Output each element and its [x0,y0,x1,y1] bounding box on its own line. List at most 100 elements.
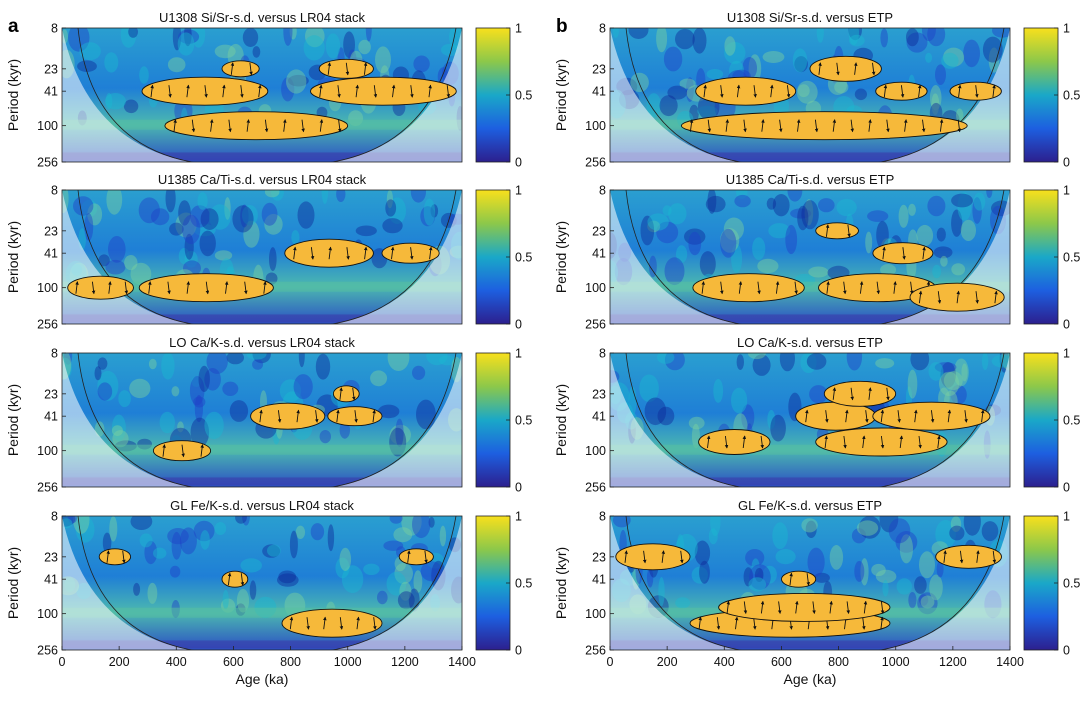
texture-blob [204,368,221,391]
phase-arrow [980,409,985,423]
texture-blob [289,28,297,40]
phase-arrow [724,435,729,449]
texture-blob [79,42,101,61]
texture-blob [875,358,895,369]
colorbar-tick-label: 0 [1063,644,1070,658]
texture-blob [293,374,313,400]
significance-island [381,242,440,264]
texture-blob [339,547,352,572]
texture-blob [972,197,982,224]
texture-blob [130,516,153,530]
texture-blob [865,231,873,254]
texture-blob [999,353,1009,373]
texture-blob [388,197,407,224]
texture-blob [936,227,946,242]
texture-blob [927,195,946,217]
phase-arrow [850,387,855,401]
significance-island [875,81,928,101]
texture-blob [640,215,655,246]
texture-blob [860,558,869,586]
texture-blob [81,199,98,217]
texture-blob [104,52,119,73]
phase-arrow [263,281,267,294]
texture-blob [355,225,377,237]
texture-blob [950,384,967,405]
colorbar-tick-label: 0.5 [515,251,532,265]
texture-blob [813,572,830,583]
phase-arrow [354,410,358,423]
texture-blob [214,522,227,535]
texture-blob [691,566,708,584]
panel-title: U1308 Si/Sr-s.d. versus ETP [727,10,893,25]
phase-arrow [124,281,129,295]
phase-arrow [902,247,906,260]
phase-arrow [845,409,849,423]
colorbar [475,189,511,325]
y-tick-label: 23 [592,387,606,401]
y-tick-label: 100 [585,444,606,458]
texture-blob [97,382,113,401]
texture-blob [688,231,702,256]
texture-blob [628,28,649,39]
texture-blob [68,28,90,52]
y-tick-label: 256 [37,644,58,658]
cone-of-influence [610,353,1010,487]
texture-blob [281,77,295,102]
y-tick-label: 8 [51,510,58,524]
texture-blob [940,362,956,388]
texture-blob [420,206,436,227]
texture-blob [232,205,254,233]
texture-blob [749,564,771,590]
texture-blob [988,47,1000,73]
texture-blob [846,353,863,371]
x-tick-label: 200 [657,655,678,669]
texture-blob [804,199,814,226]
texture-blob [849,34,865,47]
y-tick-label: 8 [599,184,606,198]
x-tick-label: 200 [109,655,130,669]
texture-blob [659,95,678,117]
texture-blob [171,386,180,397]
texture-blob [953,358,969,387]
phase-arrow [244,281,248,295]
texture-blob [139,66,149,84]
phase-arrow [742,435,747,449]
texture-blob [222,381,239,396]
phase-arrow [356,616,360,630]
texture-blob [929,85,942,111]
phase-arrow [743,119,747,133]
texture-blob [992,28,1010,38]
long-period-band [62,477,462,486]
texture-blob [898,204,909,228]
phase-arrow [259,409,263,423]
texture-blob [981,521,999,542]
panel-title: U1385 Ca/Ti-s.d. versus ETP [726,172,895,187]
phase-arrow [939,119,944,132]
phase-arrow [240,85,244,98]
texture-blob [787,190,803,202]
texture-blob [708,528,718,545]
phase-arrow [736,84,741,98]
phase-arrow [865,410,869,423]
texture-blob [906,32,928,53]
texture-blob [87,203,103,226]
phase-arrow [698,616,703,630]
texture-blob [742,57,757,80]
texture-blob [710,516,721,536]
phase-arrow [167,281,171,295]
texture-blob [102,532,112,553]
long-period-band [62,314,462,323]
texture-blob [189,376,205,406]
texture-blob [209,204,231,230]
y-tick-label: 23 [44,550,58,564]
texture-blob [64,353,73,365]
texture-blob [182,214,201,245]
phase-arrow [843,281,847,295]
y-tick-label: 41 [44,573,58,587]
phase-arrow [757,281,761,295]
texture-blob [224,197,231,220]
texture-blob [252,359,264,370]
x-tick-label: 1200 [939,655,967,669]
texture-blob [98,254,110,267]
texture-blob [191,376,202,387]
